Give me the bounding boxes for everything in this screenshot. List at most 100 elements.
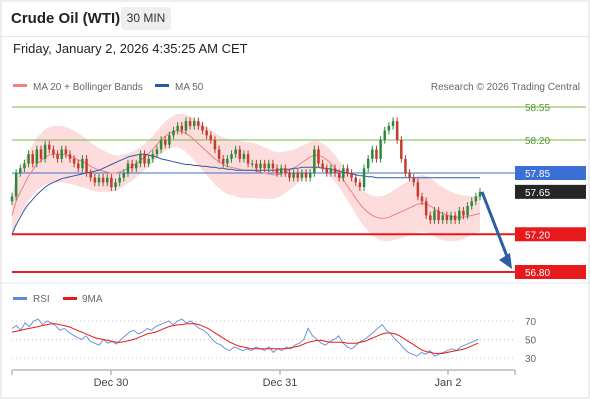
x-tick-label: Dec 30: [94, 377, 129, 389]
candle-body: [43, 144, 47, 159]
candle-body: [197, 121, 200, 126]
rsi-tick-label: 30: [525, 354, 537, 365]
candle-body: [325, 168, 329, 173]
candle-body: [155, 149, 159, 155]
candle-body: [242, 154, 246, 159]
candle-body: [350, 173, 353, 178]
candle-body: [39, 149, 43, 159]
candle-body: [230, 154, 233, 159]
candle-body: [97, 177, 101, 183]
ma20-legend-swatch: [13, 84, 27, 87]
rsi-tick-label: 70: [525, 317, 537, 328]
candle-body: [85, 158, 88, 173]
candle-body: [300, 173, 304, 178]
candle-body: [453, 215, 457, 221]
candle-body: [296, 173, 300, 178]
candle-body: [263, 163, 266, 169]
candle-body: [188, 121, 192, 126]
chart-header: Crude Oil (WTI) 30 MIN: [0, 0, 590, 37]
candle-body: [313, 149, 316, 173]
candle-body: [329, 168, 333, 173]
candle-body: [122, 173, 126, 178]
candle-body: [118, 177, 121, 183]
candle-body: [379, 140, 382, 159]
candle-body: [172, 130, 175, 136]
candle-body: [412, 177, 415, 183]
candle-body: [462, 210, 465, 216]
rsi-legend: RSI 9MA: [13, 294, 103, 305]
candle-body: [48, 144, 51, 150]
candle-body: [221, 158, 225, 164]
resistance-label: 58.55: [525, 103, 550, 114]
arrow-head: [499, 253, 512, 269]
candle-body: [89, 173, 92, 178]
candle-body: [408, 173, 411, 178]
candle-body: [234, 149, 237, 155]
candle-body: [383, 130, 386, 140]
chart-datetime: Friday, January 2, 2026 4:35:25 AM CET: [13, 41, 248, 56]
instrument-title: Crude Oil (WTI): [11, 10, 121, 27]
rsi-tick-label: 50: [525, 336, 537, 347]
candlesticks: [10, 117, 482, 224]
rsi-line: [11, 318, 479, 357]
candle-body: [64, 149, 68, 155]
candle-body: [250, 163, 254, 165]
candle-body: [259, 163, 262, 169]
bollinger-band-area: [12, 113, 480, 242]
candle-body: [205, 130, 208, 136]
candle-body: [209, 135, 213, 140]
support-tag: [515, 227, 586, 242]
candle-body: [10, 196, 14, 202]
bollinger-bands: [12, 113, 480, 242]
candle-body: [308, 173, 312, 178]
candle-body: [93, 177, 97, 183]
candle-body: [226, 158, 229, 164]
candle-body: [284, 168, 287, 173]
x-tick-label: Dec 31: [263, 377, 298, 389]
candle-body: [342, 168, 345, 178]
candle-body: [72, 158, 76, 164]
last-price-label: 57.65: [525, 188, 550, 199]
candle-body: [437, 210, 440, 221]
candle-body: [449, 215, 453, 221]
candle-body: [362, 168, 366, 188]
current-price-tag: [515, 166, 586, 180]
ma50-legend-swatch: [155, 84, 169, 87]
candle-body: [238, 149, 242, 159]
ma9-legend-label: 9MA: [82, 294, 103, 305]
candle-body: [337, 173, 341, 178]
x-tick-label: Jan 2: [435, 377, 462, 389]
resistance-label: 58.20: [525, 136, 550, 147]
candle-body: [433, 210, 436, 221]
candle-body: [478, 191, 482, 197]
candle-body: [317, 149, 320, 164]
candle-body: [35, 149, 39, 164]
candle-body: [346, 168, 349, 173]
support-tag: [515, 265, 586, 279]
candle-body: [371, 149, 374, 159]
rsi-ma9-line: [11, 323, 479, 354]
candle-body: [420, 196, 424, 202]
candle-body: [19, 168, 22, 173]
rsi-legend-swatch: [13, 297, 27, 300]
candle-body: [391, 121, 395, 126]
candle-body: [81, 158, 84, 169]
candle-body: [387, 125, 391, 131]
candle-body: [192, 121, 196, 126]
candle-body: [366, 158, 370, 169]
candle-body: [143, 154, 146, 164]
candle-body: [135, 163, 138, 169]
candle-body: [106, 177, 109, 183]
ma50-legend-label: MA 50: [175, 82, 204, 93]
main-legend: MA 20 + Bollinger Bands MA 50 Research ©…: [13, 82, 580, 93]
support-label: 56.80: [525, 268, 550, 279]
candle-body: [288, 173, 291, 178]
candle-body: [246, 154, 250, 164]
candle-body: [255, 163, 258, 169]
candle-body: [275, 168, 279, 173]
candle-body: [429, 215, 432, 221]
timeframe-badge[interactable]: 30 MIN: [121, 7, 171, 30]
